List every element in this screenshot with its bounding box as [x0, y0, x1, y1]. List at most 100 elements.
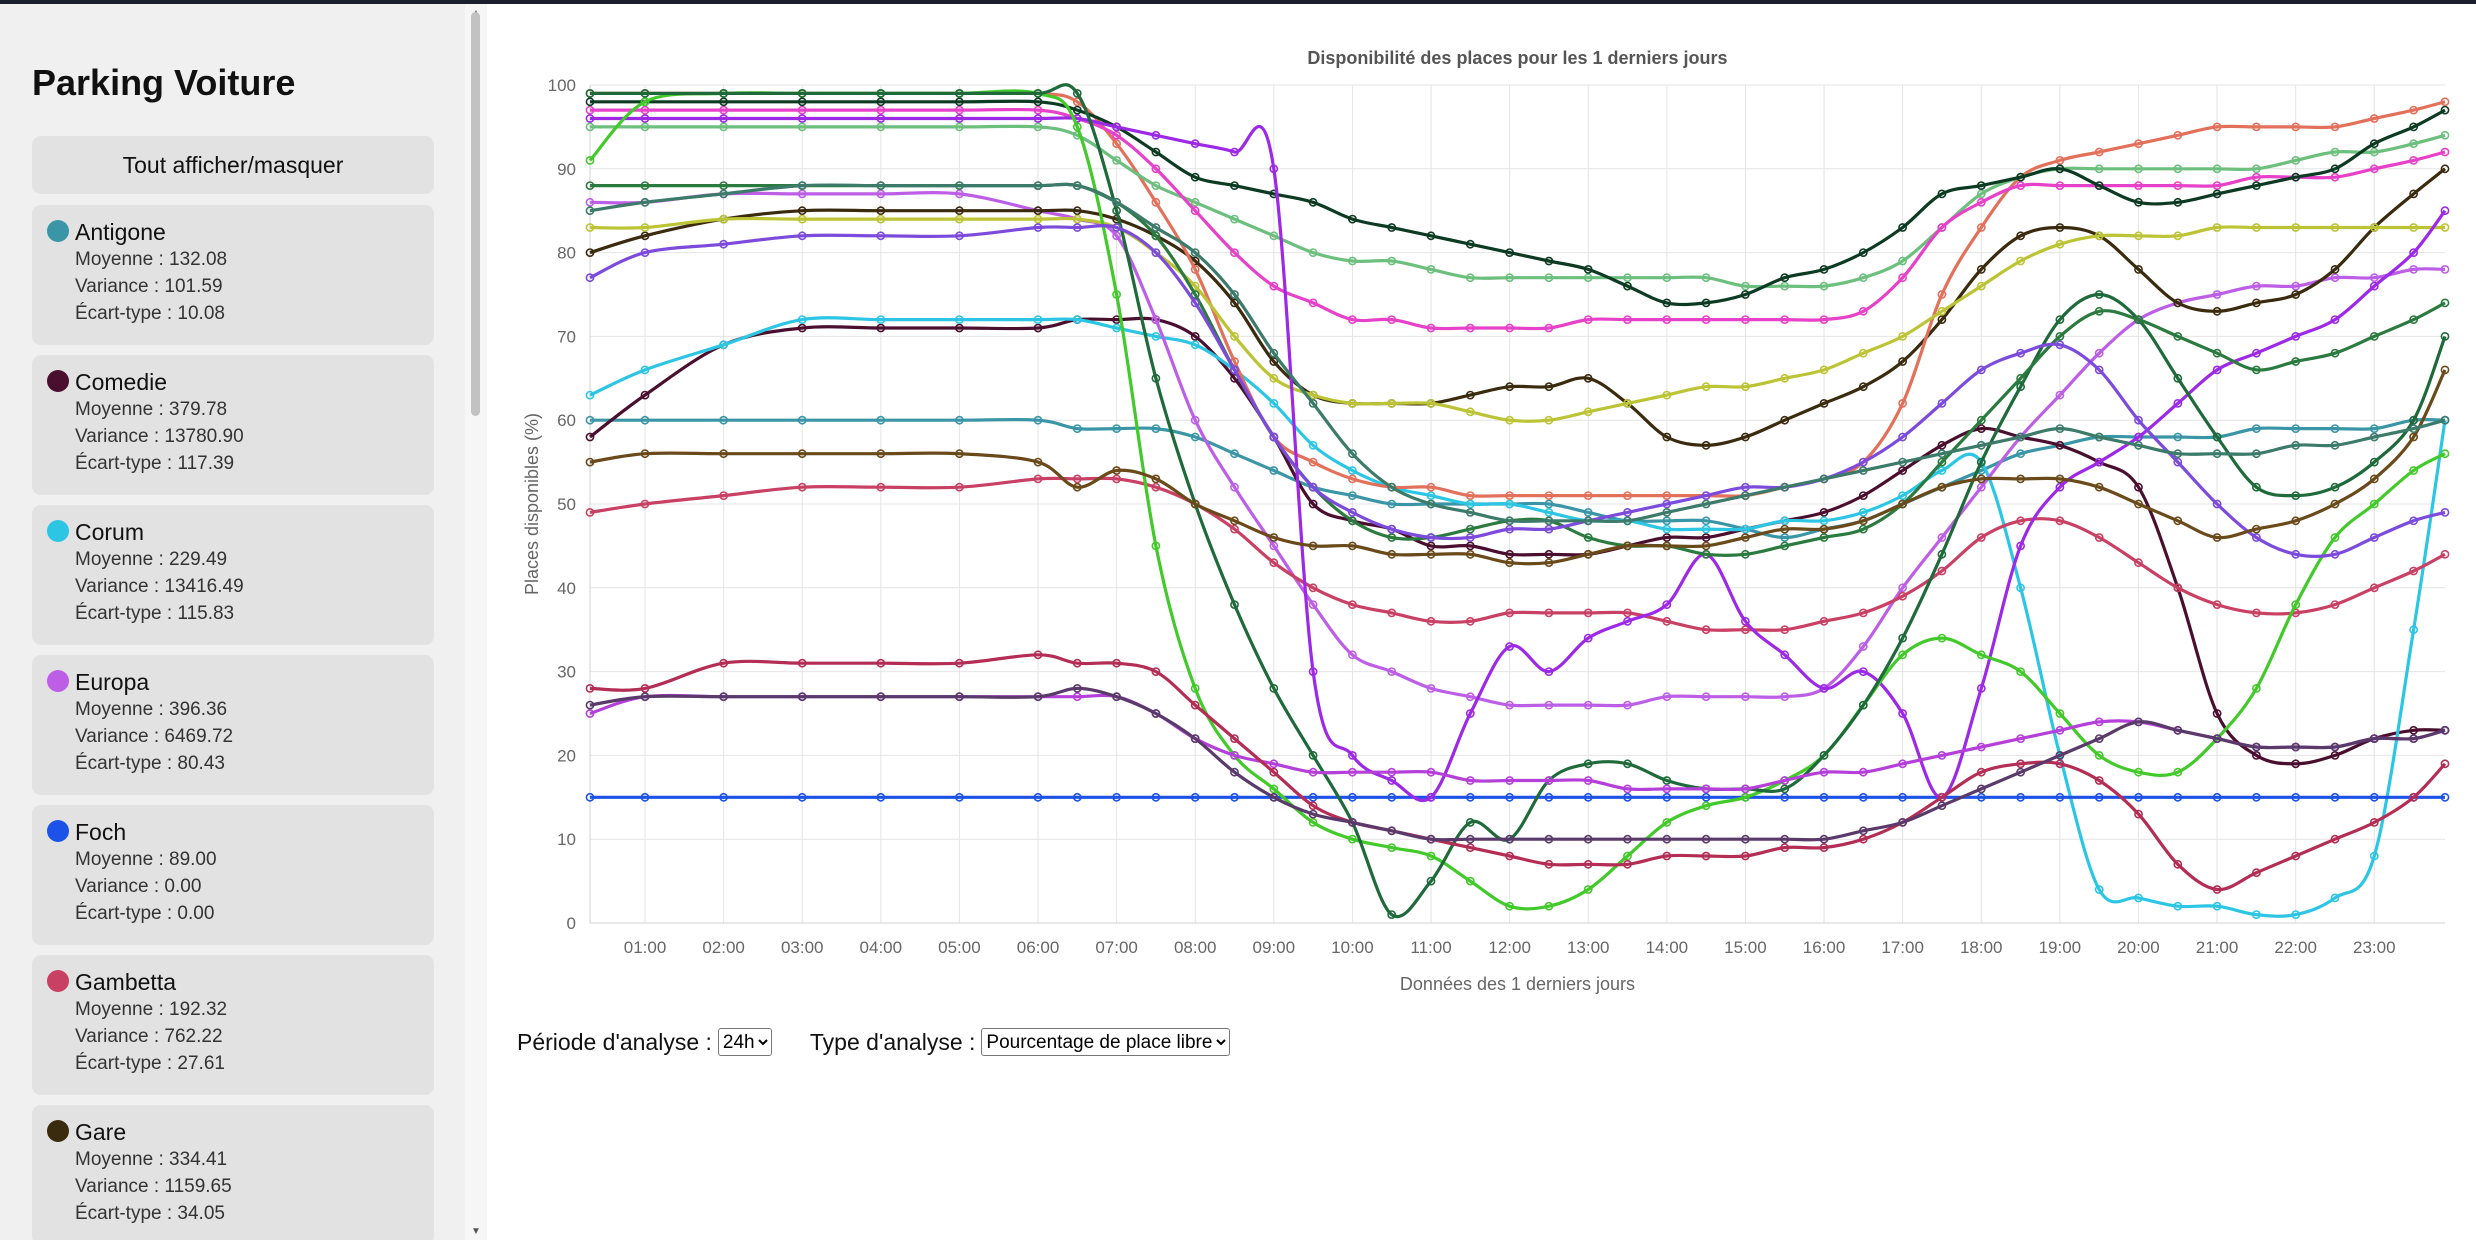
data-point	[1465, 692, 1475, 702]
series-color-dot-icon[interactable]	[47, 1120, 69, 1142]
x-tick-label: 16:00	[1803, 938, 1846, 957]
series-color-dot-icon[interactable]	[47, 520, 69, 542]
data-point	[1072, 315, 1082, 324]
series-color-dot-icon[interactable]	[47, 970, 69, 992]
data-point	[2055, 759, 2065, 769]
data-point	[1741, 834, 1750, 844]
data-point	[1623, 315, 1632, 324]
period-select[interactable]: 24h	[717, 1028, 772, 1056]
parking-card-europa[interactable]: Europa Moyenne : 396.36 Variance : 6469.72…	[32, 655, 434, 795]
data-point	[2134, 767, 2143, 777]
data-point	[1544, 834, 1554, 844]
data-point	[1230, 516, 1239, 526]
data-point	[1662, 616, 1672, 626]
scroll-down-arrow-icon[interactable]: ▼	[471, 1226, 481, 1237]
data-point	[2330, 273, 2340, 283]
data-point	[585, 390, 595, 400]
data-point	[2016, 792, 2025, 802]
parking-moyenne: Moyenne : 132.08	[75, 249, 228, 270]
data-point	[2369, 851, 2379, 861]
data-point	[1858, 382, 1868, 392]
data-point	[640, 248, 650, 257]
data-point	[2409, 466, 2418, 475]
data-point	[1741, 482, 1750, 492]
data-point	[2055, 164, 2065, 174]
parking-card-gambetta[interactable]: Gambetta Moyenne : 192.32 Variance : 762.2…	[32, 955, 434, 1095]
data-point	[2094, 885, 2104, 894]
data-point	[1898, 457, 1907, 467]
data-point	[2252, 608, 2261, 618]
data-point	[1505, 901, 1514, 911]
data-point	[2409, 248, 2418, 257]
data-point	[1269, 533, 1279, 542]
scrollbar-thumb[interactable]	[471, 12, 480, 416]
data-point	[1898, 256, 1907, 266]
parking-ecart-type: Écart-type : 0.00	[75, 903, 215, 924]
data-point	[1937, 290, 1947, 299]
data-point	[1072, 181, 1082, 190]
parking-card-corum[interactable]: Corum Moyenne : 229.49 Variance : 13416.49…	[32, 505, 434, 645]
data-point	[1780, 273, 1790, 283]
data-point	[797, 214, 807, 224]
parking-moyenne: Moyenne : 334.41	[75, 1149, 228, 1170]
data-point	[1780, 625, 1790, 635]
data-point	[1465, 541, 1475, 551]
data-point	[1819, 507, 1829, 517]
data-point	[1583, 373, 1593, 383]
data-point	[1151, 331, 1161, 341]
data-point	[1230, 734, 1239, 743]
data-point	[1701, 524, 1711, 534]
data-point	[2291, 223, 2301, 232]
parking-card-antigone[interactable]: Antigone Moyenne : 132.08 Variance : 101.5…	[32, 205, 434, 345]
data-point	[1819, 684, 1829, 693]
data-point	[1348, 792, 1357, 802]
data-point	[1583, 759, 1593, 769]
data-point	[2094, 348, 2104, 358]
data-point	[1544, 859, 1554, 869]
parking-name: Comedie	[75, 369, 168, 395]
data-point	[1858, 507, 1868, 517]
data-point	[2212, 290, 2222, 299]
analysis-type-select[interactable]: Pourcentage de place libre	[981, 1028, 1231, 1056]
data-point	[2330, 600, 2340, 609]
data-point	[1387, 499, 1397, 509]
data-point	[1583, 533, 1593, 542]
data-point	[1898, 357, 1907, 366]
data-point	[1898, 591, 1907, 601]
data-point	[1465, 834, 1475, 844]
data-point	[1780, 516, 1790, 526]
data-point	[719, 105, 728, 115]
data-point	[1308, 499, 1318, 509]
sidebar-scrollbar[interactable]: ▲ ▼	[465, 4, 487, 1240]
data-point	[2016, 759, 2025, 769]
data-point	[2094, 734, 2104, 743]
data-point	[2094, 533, 2104, 542]
data-point	[1269, 231, 1279, 241]
data-point	[2016, 432, 2025, 442]
data-point	[1387, 315, 1397, 324]
data-point	[1269, 398, 1279, 408]
toggle-all-button[interactable]: Tout afficher/masquer	[32, 136, 434, 194]
series-color-dot-icon[interactable]	[47, 670, 69, 692]
series-line-9	[590, 107, 2446, 331]
data-point	[797, 105, 807, 115]
x-tick-label: 10:00	[1331, 938, 1374, 957]
data-point	[1662, 524, 1672, 534]
data-point	[1072, 692, 1082, 702]
data-point	[1858, 826, 1868, 836]
data-point	[1308, 197, 1318, 207]
data-point	[954, 181, 964, 190]
parking-card-comedie[interactable]: Comedie Moyenne : 379.78 Variance : 13780.…	[32, 355, 434, 495]
data-point	[2330, 893, 2340, 903]
parking-card-foch[interactable]: Foch Moyenne : 89.00 Variance : 0.00 Écart-…	[32, 805, 434, 945]
series-color-dot-icon[interactable]	[47, 820, 69, 842]
data-point	[1465, 390, 1475, 400]
data-point	[2291, 549, 2301, 559]
data-point	[1426, 533, 1436, 542]
data-point	[2440, 147, 2450, 157]
series-color-dot-icon[interactable]	[47, 220, 69, 242]
data-point	[1623, 541, 1632, 551]
data-point	[1505, 323, 1514, 333]
parking-card-gare[interactable]: Gare Moyenne : 334.41 Variance : 1159.65 Éc…	[32, 1105, 434, 1240]
series-color-dot-icon[interactable]	[47, 370, 69, 392]
